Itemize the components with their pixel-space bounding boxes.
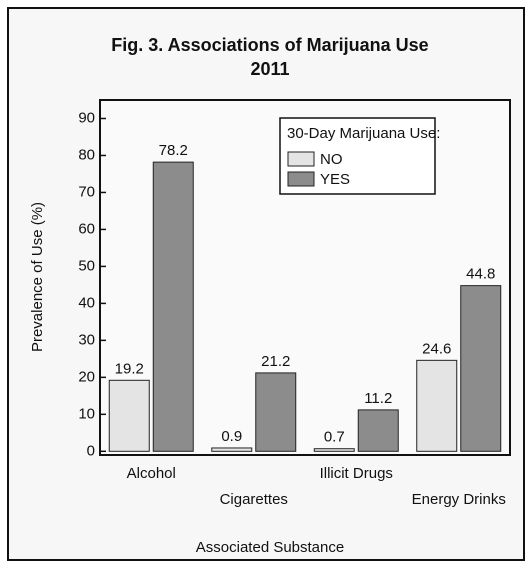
y-axis-label: Prevalence of Use (%) (29, 202, 46, 352)
bar (357, 409, 399, 452)
bar (211, 447, 253, 452)
value-label: 11.2 (364, 390, 392, 407)
legend-label: YES (320, 171, 350, 188)
x-tick-label: Cigarettes (220, 491, 288, 508)
value-label: 0.9 (221, 428, 242, 445)
value-label: 0.7 (324, 429, 345, 446)
bar (255, 372, 297, 452)
y-tick-label: 70 (78, 183, 95, 200)
value-label: 21.2 (261, 353, 290, 370)
legend-label: NO (320, 151, 343, 168)
value-label: 44.8 (466, 266, 495, 283)
chart-subtitle: 2011 (250, 59, 289, 79)
x-tick-label: Energy Drinks (412, 491, 506, 508)
y-tick-label: 40 (78, 294, 95, 311)
x-tick-label: Illicit Drugs (320, 465, 393, 482)
value-label: 78.2 (159, 142, 188, 159)
y-tick-label: 60 (78, 220, 95, 237)
legend-swatch (287, 171, 315, 187)
legend-title: 30-Day Marijuana Use: (287, 125, 440, 142)
bar (313, 448, 355, 452)
bar (460, 285, 502, 452)
value-label: 24.6 (422, 340, 451, 357)
legend-swatch (287, 151, 315, 167)
y-tick-label: 10 (78, 405, 95, 422)
value-label: 19.2 (115, 360, 144, 377)
y-tick-label: 0 (87, 442, 95, 459)
chart-title: Fig. 3. Associations of Marijuana Use (111, 35, 428, 55)
x-tick-label: Alcohol (127, 465, 176, 482)
bar (152, 161, 194, 452)
y-tick-label: 30 (78, 331, 95, 348)
y-tick-label: 90 (78, 109, 95, 126)
bar (108, 379, 150, 452)
y-tick-label: 20 (78, 368, 95, 385)
y-tick-label: 80 (78, 146, 95, 163)
y-tick-label: 50 (78, 257, 95, 274)
bar (416, 359, 458, 452)
x-axis-label: Associated Substance (196, 539, 344, 556)
